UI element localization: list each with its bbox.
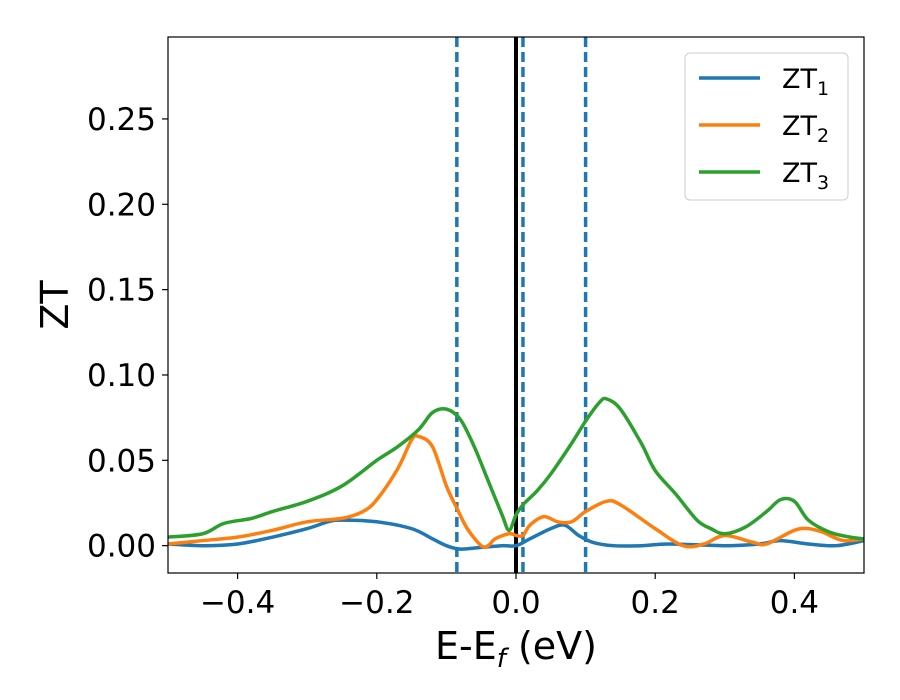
y-axis-label: ZT: [33, 280, 77, 330]
y-tick-label: 0.15: [87, 273, 156, 309]
legend-label-zt1: ZT1: [782, 64, 829, 100]
y-axis-ticks: 0.00 0.05 0.10 0.15 0.20 0.25: [87, 102, 168, 565]
x-axis-label-unit: (eV): [506, 624, 597, 668]
series-line-zt3: [168, 396, 864, 541]
series-line-zt1: [168, 518, 864, 551]
x-axis-ticks: −0.4 −0.2 0.0 0.2 0.4: [200, 573, 819, 621]
y-tick-label: 0.20: [87, 187, 156, 223]
y-tick-label: 0.00: [87, 529, 156, 565]
x-axis-label-main: E-E: [435, 624, 497, 668]
legend-label-zt2: ZT2: [782, 111, 829, 147]
y-tick-label: 0.05: [87, 443, 156, 479]
legend-box: [684, 52, 849, 201]
x-tick-label: 0.4: [770, 585, 819, 621]
y-tick-label: 0.25: [87, 102, 156, 138]
reference-lines: [455, 37, 588, 573]
x-tick-label: −0.2: [339, 585, 414, 621]
legend: ZT1 ZT2 ZT3: [684, 52, 849, 201]
legend-label-zt3: ZT3: [782, 158, 829, 194]
y-tick-label: 0.10: [87, 358, 156, 394]
x-axis-label: E-Ef (eV): [435, 624, 597, 674]
x-tick-label: 0.2: [631, 585, 680, 621]
x-tick-label: −0.4: [200, 585, 275, 621]
x-tick-label: 0.0: [491, 585, 540, 621]
series-layer: [168, 396, 864, 551]
series-line-zt2: [168, 433, 864, 549]
